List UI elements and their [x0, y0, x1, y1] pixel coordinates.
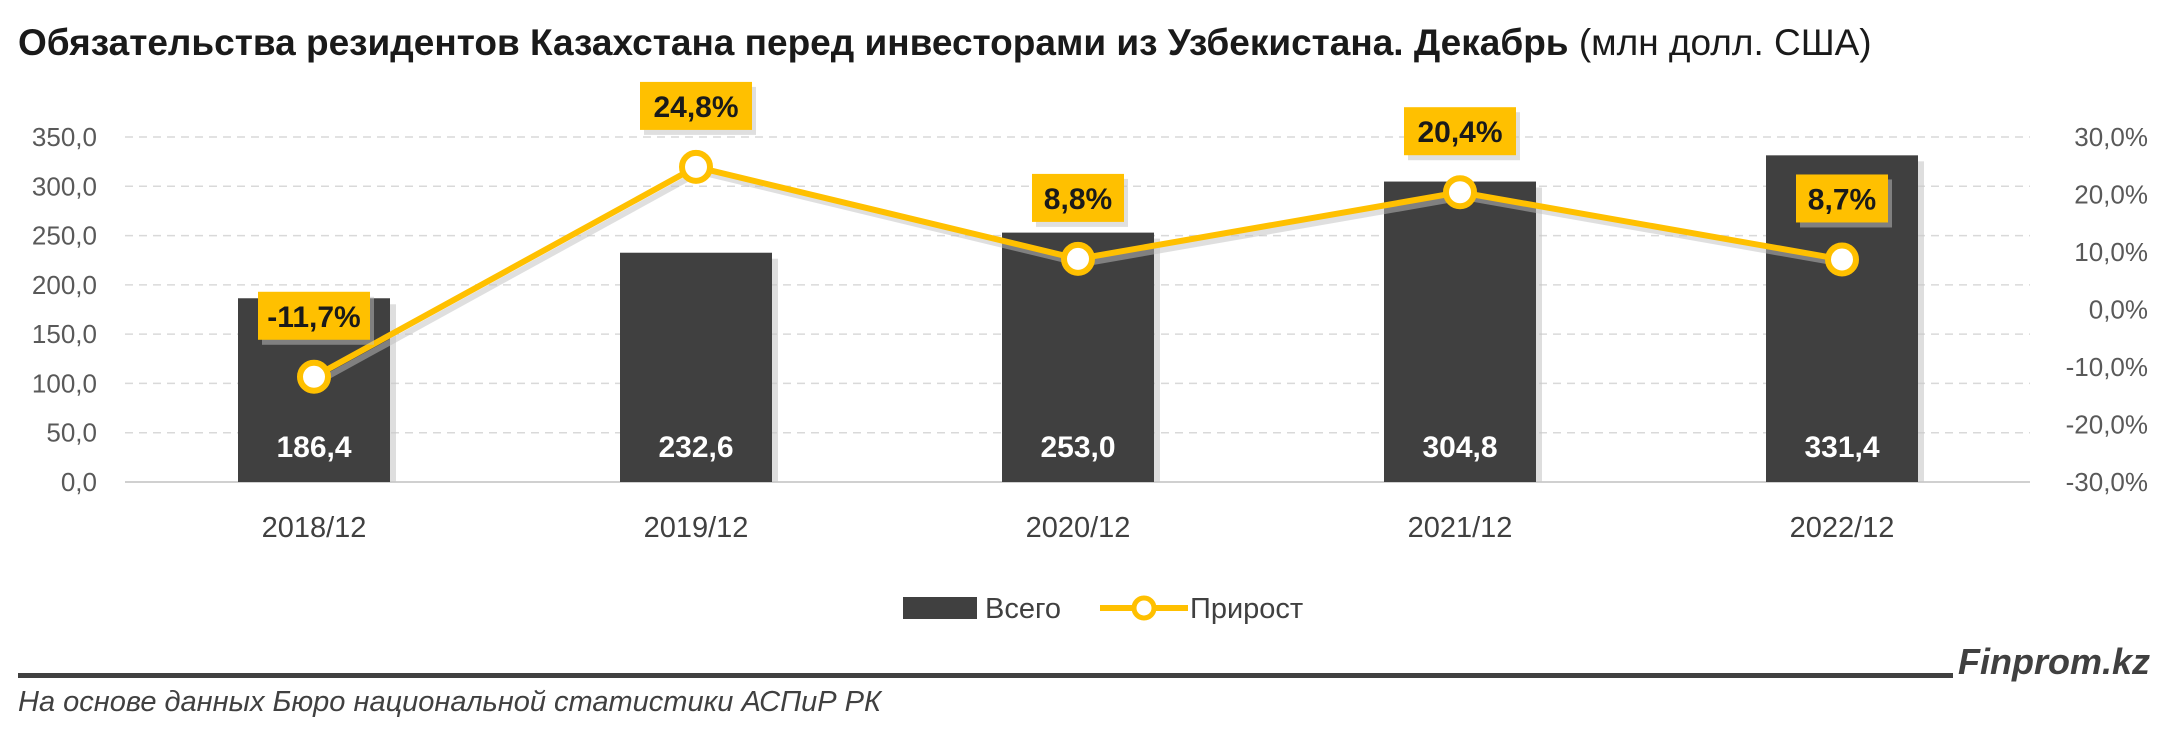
y-right-tick-label: -10,0%	[2066, 352, 2148, 382]
growth-value-label: 8,7%	[1808, 183, 1876, 216]
growth-marker	[297, 359, 331, 394]
bar-value-label: 331,4	[1804, 431, 1879, 464]
y-right-tick-label: -30,0%	[2066, 467, 2148, 497]
chart-title-unit: (млн долл. США)	[1578, 22, 1872, 63]
legend: Всего Прирост	[903, 593, 1303, 625]
y-left-tick-label: 50,0	[46, 418, 97, 448]
x-tick-label: 2021/12	[1408, 512, 1513, 544]
y-right-tick-label: 10,0%	[2074, 237, 2148, 267]
legend-marker-growth	[1131, 595, 1157, 621]
growth-value-label: 8,8%	[1044, 183, 1112, 216]
y-right-tick-label: 30,0%	[2074, 122, 2148, 152]
growth-label-box	[640, 81, 752, 130]
growth-label-box	[1404, 107, 1516, 156]
y-left-tick-label: 150,0	[32, 319, 97, 349]
source-note: На основе данных Бюро национальной стати…	[18, 686, 882, 718]
y-axis-right: -30,0% -20,0% -10,0% 0,0% 10,0% 20,0% 30,0%	[2066, 122, 2148, 497]
growth-value-label: -11,7%	[267, 301, 360, 334]
y-right-tick-label: 20,0%	[2074, 180, 2148, 210]
chart-title-main: Обязательства резидентов Казахстана пере…	[18, 22, 1569, 63]
y-right-tick-label: 0,0%	[2089, 295, 2148, 325]
y-left-tick-label: 300,0	[32, 171, 97, 201]
combo-chart: 0,0 50,0 100,0 150,0 200,0 250,0 300,0 350,0 -3…	[32, 81, 2148, 625]
x-tick-label: 2020/12	[1026, 512, 1131, 544]
x-tick-label: 2022/12	[1790, 512, 1895, 544]
y-left-tick-label: 0,0	[61, 467, 97, 497]
bar	[620, 252, 772, 482]
bar	[1384, 181, 1536, 482]
bar-value-label: 304,8	[1422, 431, 1497, 464]
bar-value-label: 186,4	[276, 431, 351, 464]
growth-marker	[1825, 242, 1859, 277]
chart-title: Обязательства резидентов Казахстана пере…	[18, 22, 1872, 64]
line-series-growth: -11,7% 24,8% 8,8% 20,4% 8,7%	[258, 81, 1892, 394]
y-left-tick-label: 350,0	[32, 122, 97, 152]
legend-label-growth: Прирост	[1190, 593, 1303, 625]
y-left-tick-label: 250,0	[32, 221, 97, 251]
brand-logo: Finprom.kz	[1957, 641, 2150, 682]
x-axis: 2018/12 2019/12 2020/12 2021/12 2022/12	[262, 512, 1895, 544]
growth-label-box	[1796, 174, 1888, 223]
y-left-tick-label: 200,0	[32, 270, 97, 300]
x-tick-label: 2018/12	[262, 512, 367, 544]
growth-value-label: 20,4%	[1417, 116, 1502, 149]
legend-swatch-total	[903, 597, 977, 619]
y-left-tick-label: 100,0	[32, 368, 97, 398]
y-axis-left: 0,0 50,0 100,0 150,0 200,0 250,0 300,0 350,0	[32, 122, 97, 497]
bar-value-label: 253,0	[1040, 431, 1115, 464]
growth-label-box	[1032, 173, 1124, 222]
x-tick-label: 2019/12	[644, 512, 749, 544]
y-right-tick-label: -20,0%	[2066, 410, 2148, 440]
growth-marker	[679, 149, 713, 184]
growth-value-label: 24,8%	[653, 91, 738, 124]
growth-marker	[1443, 175, 1477, 210]
growth-label-box	[258, 291, 370, 340]
legend-label-total: Всего	[985, 593, 1061, 625]
footer-rule	[18, 673, 1953, 678]
growth-marker	[1061, 241, 1095, 276]
bar-value-label: 232,6	[658, 431, 733, 464]
